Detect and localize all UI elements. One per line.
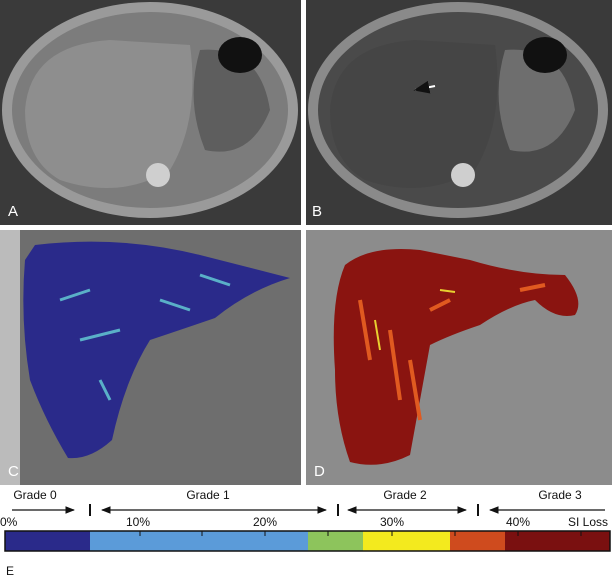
liver-map: [23, 241, 290, 459]
grade-label: Grade 0: [13, 488, 57, 502]
spine: [146, 163, 170, 187]
color-segment: [505, 531, 610, 551]
color-segment: [5, 531, 90, 551]
tick-label: 30%: [380, 515, 404, 529]
panel-a: A: [0, 0, 301, 225]
panel-label: B: [312, 203, 322, 220]
panel-d: D: [306, 230, 612, 485]
tick-label: 10%: [126, 515, 150, 529]
spine: [451, 163, 475, 187]
map-speckle: [358, 283, 546, 421]
liver: [25, 40, 193, 188]
liver-map: [333, 249, 579, 465]
bar-tick: [139, 531, 582, 536]
stomach: [193, 49, 270, 152]
panel-label: D: [314, 463, 325, 480]
arrow: [413, 80, 436, 94]
tick-label: 0%: [0, 515, 18, 529]
map-speckle: [374, 289, 456, 351]
air: [523, 37, 567, 73]
grade-label: Grade 2: [383, 488, 427, 502]
panel-label: A: [8, 203, 18, 220]
panel-label: E: [6, 564, 14, 578]
stomach: [498, 49, 575, 152]
air: [218, 37, 262, 73]
color-segment: [450, 531, 505, 551]
body-wall: [0, 230, 20, 485]
color-bar-frame: [4, 530, 611, 552]
grade-scale: Grade 0 Grade 1 Grade 2 Grade 3 0% 10% 2…: [0, 488, 611, 578]
tick-label: 20%: [253, 515, 277, 529]
liver: [330, 40, 498, 188]
grade-label: Grade 1: [186, 488, 230, 502]
unit-label: SI Loss: [568, 515, 608, 529]
map-speckle: [59, 273, 231, 401]
color-segment: [308, 531, 363, 551]
panel-label: C: [8, 463, 19, 480]
tick-label: 40%: [506, 515, 530, 529]
panel-c: C: [0, 230, 301, 485]
color-segment: [363, 531, 450, 551]
color-segment: [90, 531, 308, 551]
panel-b: B: [306, 0, 612, 225]
grade-label: Grade 3: [538, 488, 582, 502]
